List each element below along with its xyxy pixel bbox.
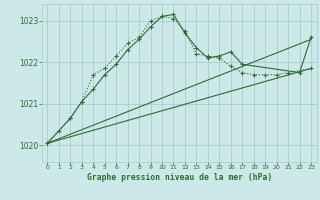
X-axis label: Graphe pression niveau de la mer (hPa): Graphe pression niveau de la mer (hPa) — [87, 173, 272, 182]
